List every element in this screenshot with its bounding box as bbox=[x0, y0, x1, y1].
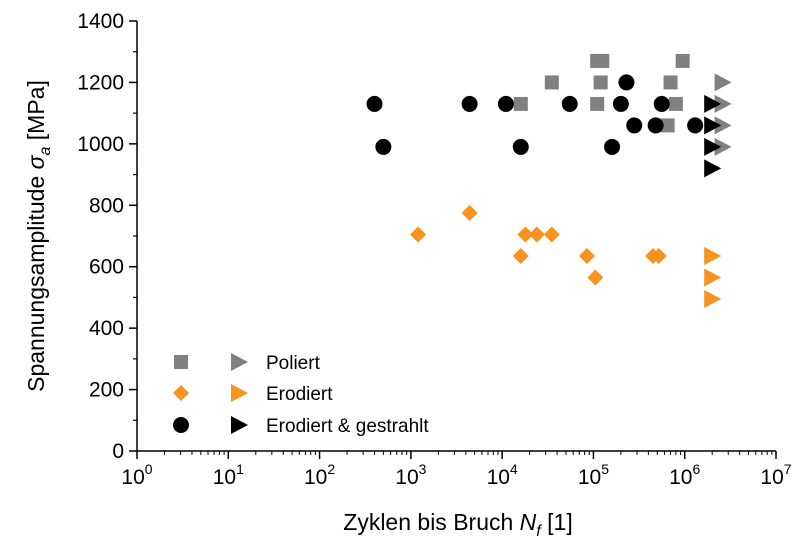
series-poliert-square bbox=[513, 53, 690, 133]
legend-label: Poliert bbox=[266, 353, 321, 374]
x-axis-label-text: Zyklen bis Bruch bbox=[343, 509, 519, 535]
x-tick-label: 107 bbox=[760, 461, 791, 489]
data-point-square bbox=[663, 75, 678, 90]
x-tick-label: 100 bbox=[121, 461, 152, 489]
x-tick-label: 104 bbox=[487, 461, 518, 489]
data-point-circle bbox=[497, 95, 514, 112]
y-tick-label: 1000 bbox=[77, 133, 124, 156]
data-point-square bbox=[675, 53, 690, 68]
y-tick-label: 0 bbox=[112, 440, 124, 463]
x-tick-label: 102 bbox=[304, 461, 335, 489]
legend-marker-triangle bbox=[231, 353, 248, 371]
data-point-triangle bbox=[704, 94, 722, 113]
data-point-diamond bbox=[543, 226, 560, 243]
y-tick-label: 200 bbox=[89, 379, 124, 402]
data-point-diamond bbox=[517, 226, 534, 243]
data-point-circle bbox=[653, 95, 670, 112]
data-point-triangle bbox=[704, 289, 722, 308]
data-point-square bbox=[595, 53, 610, 68]
x-axis-label: Zyklen bis Bruch Nf [1] bbox=[343, 509, 572, 540]
legend-marker-square bbox=[174, 355, 188, 369]
data-point-circle bbox=[612, 95, 629, 112]
data-point-diamond bbox=[410, 226, 427, 243]
x-tick-label: 103 bbox=[395, 461, 426, 489]
data-point-circle bbox=[561, 95, 578, 112]
legend-label: Erodiert bbox=[266, 384, 333, 405]
data-point-triangle bbox=[714, 137, 732, 156]
x-tick-label: 105 bbox=[578, 461, 609, 489]
data-point-diamond bbox=[578, 247, 595, 264]
legend-label: Erodiert & gestrahlt bbox=[266, 416, 429, 437]
data-point-triangle bbox=[704, 159, 722, 178]
x-axis-unit: [1] bbox=[541, 509, 573, 535]
x-tick-label: 106 bbox=[669, 461, 700, 489]
legend-entry: Erodiert & gestrahlt bbox=[173, 416, 429, 437]
data-point-square bbox=[590, 96, 605, 111]
data-point-diamond bbox=[650, 247, 667, 264]
y-tick-label: 1400 bbox=[77, 10, 124, 33]
data-point-diamond bbox=[512, 247, 529, 264]
series-poliert-triangle bbox=[714, 73, 732, 156]
data-point-circle bbox=[366, 95, 383, 112]
data-point-diamond bbox=[587, 269, 604, 286]
data-point-circle bbox=[512, 138, 529, 155]
data-point-square bbox=[544, 75, 559, 90]
series-erodiert-diamond bbox=[410, 204, 667, 286]
x-tick-label: 101 bbox=[213, 461, 244, 489]
y-tick-label: 1200 bbox=[77, 71, 124, 94]
series-erodiert-triangle bbox=[704, 246, 722, 308]
x-axis-subscript: f bbox=[536, 523, 542, 540]
series-erodiert-gestrahlt-triangle bbox=[704, 94, 722, 178]
data-point-circle bbox=[687, 117, 704, 134]
legend-marker-circle bbox=[173, 417, 189, 433]
y-axis-unit: [MPa] bbox=[23, 80, 49, 146]
data-point-circle bbox=[647, 117, 664, 134]
x-axis-symbol: N bbox=[520, 509, 537, 535]
legend: Poliert Erodiert Erodiert & gestrahlt bbox=[173, 353, 429, 437]
y-tick-label: 400 bbox=[89, 317, 124, 340]
data-point-circle bbox=[618, 74, 635, 91]
legend-entry: Poliert bbox=[174, 353, 321, 374]
y-tick-label: 800 bbox=[89, 194, 124, 217]
data-point-triangle bbox=[714, 73, 732, 92]
data-point-triangle bbox=[704, 246, 722, 265]
data-point-circle bbox=[626, 117, 643, 134]
axes: 0 200 400 600 800 1000 1200 1400 100 101 102 103 104… bbox=[77, 10, 792, 489]
data-point-square bbox=[668, 96, 683, 111]
y-axis-label: Spannungsamplitude σa [MPa] bbox=[23, 80, 54, 392]
data-point-diamond bbox=[461, 204, 478, 221]
data-point-square bbox=[660, 118, 675, 133]
data-point-triangle bbox=[714, 116, 732, 135]
data-point-triangle bbox=[714, 94, 732, 113]
data-point-triangle bbox=[704, 116, 722, 135]
y-axis-label-text: Spannungsamplitude bbox=[23, 169, 49, 392]
legend-marker-triangle bbox=[231, 416, 248, 434]
series-erodiert-gestrahlt-circle bbox=[366, 74, 704, 155]
data-point-square bbox=[593, 75, 608, 90]
y-axis-subscript: a bbox=[37, 147, 54, 156]
y-axis-symbol: σ bbox=[23, 154, 49, 169]
data-point-circle bbox=[375, 138, 392, 155]
data-marks bbox=[366, 53, 732, 308]
data-point-circle bbox=[461, 95, 478, 112]
legend-marker-diamond bbox=[173, 385, 189, 401]
data-point-circle bbox=[604, 138, 621, 155]
data-point-square bbox=[513, 96, 528, 111]
legend-entry: Erodiert bbox=[173, 384, 333, 405]
data-point-triangle bbox=[704, 268, 722, 287]
y-tick-label: 600 bbox=[89, 256, 124, 279]
data-point-triangle bbox=[704, 137, 722, 156]
legend-marker-triangle bbox=[231, 384, 248, 402]
data-point-diamond bbox=[528, 226, 545, 243]
